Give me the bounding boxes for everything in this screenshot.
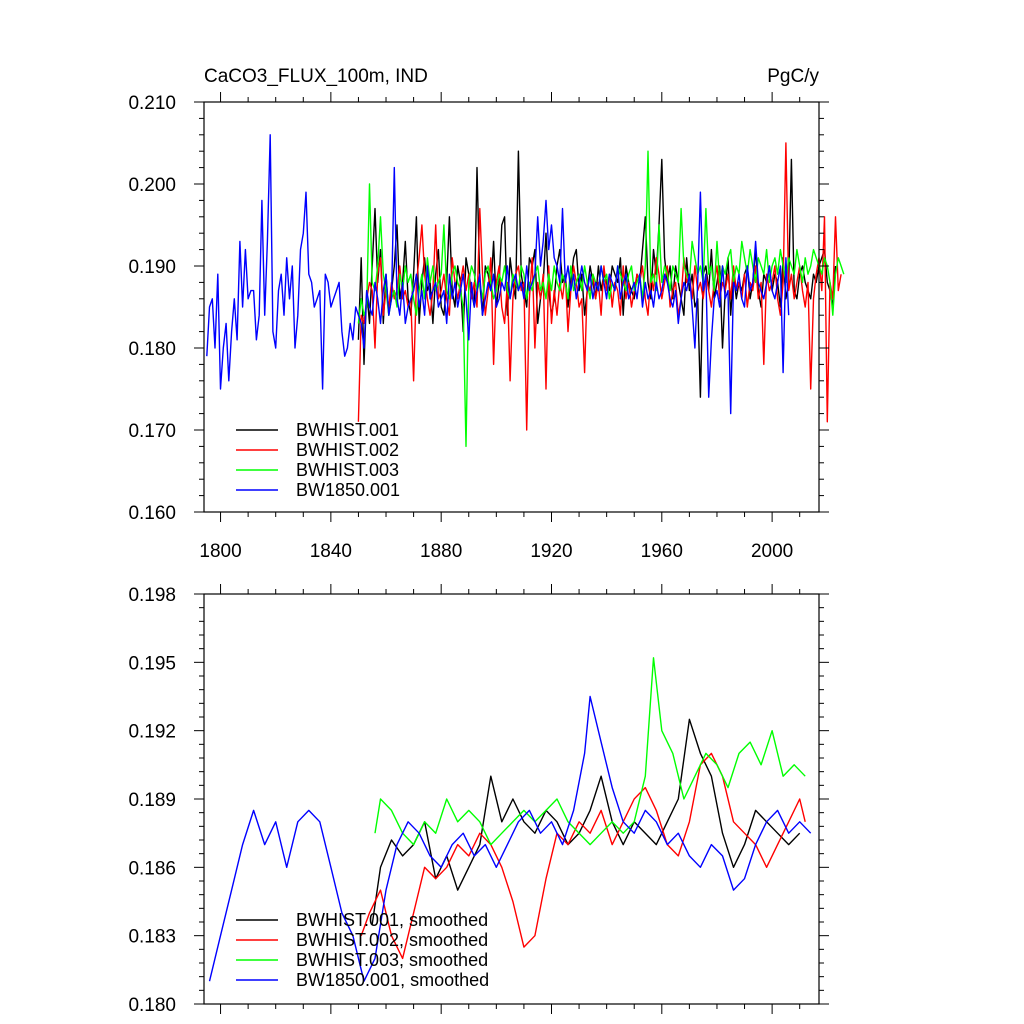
bottom-ytick-label: 0.195	[128, 653, 176, 674]
top-ytick-label: 0.180	[128, 339, 176, 360]
top-units: PgC/y	[767, 66, 819, 87]
top-axes: 0.160 0.170 0.180 0.190 0.200 0.210 1800 1840 18…	[128, 92, 829, 562]
top-ytick-label: 0.210	[128, 93, 176, 114]
bottom-series-line-2	[360, 752, 806, 960]
bottom-ytick-label: 0.198	[128, 585, 176, 606]
top-xtick-label: 1960	[641, 541, 683, 562]
bottom-plot-frame	[203, 593, 820, 1005]
top-xtick-label: 1920	[530, 541, 572, 562]
top-series-line-4	[206, 134, 790, 415]
bottom-series-line-4	[208, 695, 812, 982]
bottom-series-group	[208, 657, 812, 982]
bottom-axes: 0.180 0.183 0.186 0.189 0.192 0.195 0.198	[128, 584, 829, 1016]
top-plot-frame	[203, 101, 820, 513]
top-legend-label: BWHIST.003	[296, 460, 399, 480]
top-xtick-label: 1800	[199, 541, 241, 562]
top-series-group	[206, 134, 845, 448]
bottom-series-line-3	[374, 657, 806, 846]
bottom-legend-label: BWHIST.001, smoothed	[296, 910, 488, 930]
top-title: CaCO3_FLUX_100m, IND	[204, 66, 428, 87]
bottom-series-line-1	[371, 718, 801, 925]
panel-raw: CaCO3_FLUX_100m, IND PgC/y 0.1600.1700.1…	[128, 66, 845, 562]
top-xtick-label: 2000	[751, 541, 793, 562]
bottom-ytick-label: 0.192	[128, 722, 176, 743]
bottom-legend-label: BWHIST.002, smoothed	[296, 930, 488, 950]
top-ytick-label: 0.160	[128, 503, 176, 524]
bottom-ytick-label: 0.189	[128, 790, 176, 811]
bottom-legend-label: BWHIST.003, smoothed	[296, 950, 488, 970]
top-xtick-label: 1880	[420, 541, 462, 562]
top-ytick-label: 0.170	[128, 421, 176, 442]
top-legend-label: BWHIST.002	[296, 440, 399, 460]
bottom-ytick-label: 0.186	[128, 858, 176, 879]
top-xtick-label: 1840	[310, 541, 352, 562]
top-series-line-2	[357, 142, 842, 431]
top-legend-label: BWHIST.001	[296, 420, 399, 440]
top-legend-label: BW1850.001	[296, 480, 400, 500]
bottom-ytick-label: 0.183	[128, 927, 176, 948]
top-ytick-label: 0.200	[128, 175, 176, 196]
panel-smoothed: 0.180 0.183 0.186 0.189 0.192 0.195 0.198 BWHI…	[128, 584, 829, 1016]
bottom-legend-label: BW1850.001, smoothed	[296, 970, 489, 990]
top-ytick-label: 0.190	[128, 257, 176, 278]
bottom-ytick-label: 0.180	[128, 995, 176, 1016]
